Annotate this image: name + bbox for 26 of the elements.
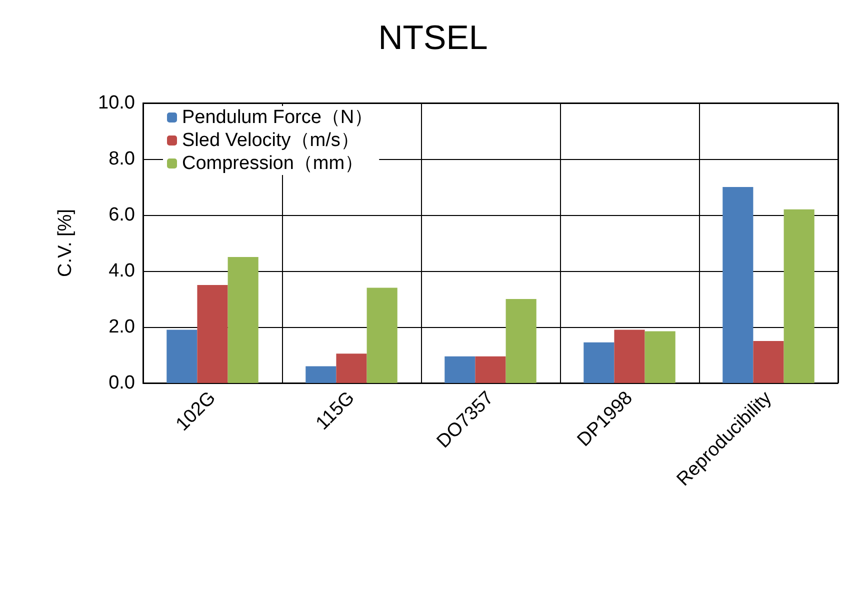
y-axis-title: C.V. [%] <box>55 209 76 277</box>
bar <box>784 209 814 383</box>
y-tick-label: 10.0 <box>98 92 135 114</box>
bar <box>166 330 198 383</box>
legend-label: Sled Velocity（m/s） <box>182 130 360 151</box>
bar <box>584 342 614 383</box>
bar <box>336 354 367 383</box>
bar <box>475 356 506 383</box>
bar <box>444 356 476 383</box>
bar <box>197 285 228 383</box>
y-tick-label: 0.0 <box>108 372 135 394</box>
y-tick-label: 8.0 <box>108 148 135 170</box>
y-tick-label: 2.0 <box>108 316 135 338</box>
bar <box>614 330 645 383</box>
bar <box>366 288 398 383</box>
y-tick-label: 6.0 <box>108 204 135 226</box>
bar <box>644 331 676 383</box>
y-tick-label: 4.0 <box>108 260 135 282</box>
legend-label: Pendulum Force（N） <box>182 107 374 128</box>
chart-title: NTSEL <box>378 19 488 57</box>
bar <box>306 366 336 383</box>
bar <box>722 187 754 383</box>
bar <box>506 299 536 383</box>
bar <box>753 341 784 383</box>
legend-label: Compression（mm） <box>182 153 364 174</box>
bar <box>228 257 258 383</box>
